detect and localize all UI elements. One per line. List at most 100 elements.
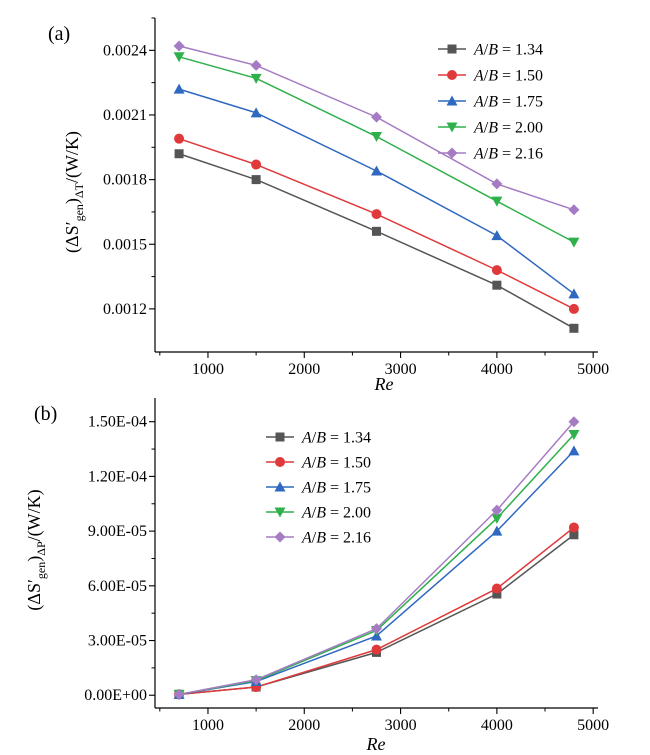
- panel-a-legend-label: A/B = 1.34: [473, 42, 543, 59]
- panel-b-x-tick-label: 3000: [385, 717, 417, 734]
- panel-a-series-3: [173, 52, 580, 248]
- panel-a-y-tick-label: 0.0018: [103, 172, 147, 189]
- panel-b-legend-marker: [275, 457, 285, 467]
- panel-a-label: (a): [48, 23, 70, 45]
- panel-b-series-3: [173, 429, 580, 700]
- panel-a-series-0: [174, 149, 579, 333]
- panel-a-series-4: [173, 40, 580, 216]
- panel-a-x-axis-title: Re: [374, 374, 394, 394]
- panel-a-legend-label: A/B = 1.50: [473, 68, 543, 85]
- panel-a-legend-marker: [447, 70, 457, 80]
- panel-b-x-tick-label: 2000: [288, 717, 320, 734]
- panel-a-data-point: [492, 280, 502, 290]
- panel-a-y-tick-label: 0.0024: [103, 42, 147, 59]
- panel-b-y-tick-label: 6.00E-05: [88, 578, 147, 595]
- panel-a-legend-label: A/B = 1.75: [473, 94, 543, 111]
- panel-a-x-tick-label: 2000: [288, 361, 320, 378]
- panel-a-data-point: [491, 230, 503, 241]
- panel-b-data-point: [491, 513, 503, 524]
- panel-a-data-point: [174, 149, 184, 159]
- panel-b-legend-label: A/B = 1.50: [301, 455, 371, 472]
- panel-b-legend-marker: [274, 531, 286, 543]
- panel-b-data-point: [569, 530, 579, 540]
- panel-b-y-tick-label: 1.20E-04: [88, 468, 147, 485]
- panel-a-data-point: [568, 237, 580, 248]
- panel-b-data-point: [491, 583, 502, 594]
- panel-b-data-point: [568, 445, 580, 456]
- panel-a-y-tick-label: 0.0012: [103, 301, 147, 318]
- panel-b-y-tick-label: 1.50E-04: [88, 414, 147, 431]
- panel-b-data-point: [492, 589, 502, 599]
- panel-b-series-0: [174, 530, 579, 699]
- panel-b-y-axis-title: (ΔS′gen)ΔP/(W/K): [24, 489, 48, 610]
- panel-a-y-axis-title: (ΔS′gen)ΔT/(W/K): [62, 131, 86, 253]
- panel-b-data-point: [173, 688, 185, 700]
- panel-b-series-line: [179, 534, 575, 696]
- panel-a-legend-marker: [446, 122, 458, 133]
- panel-b-data-point: [568, 522, 579, 533]
- panel-a-legend-marker: [446, 95, 458, 106]
- panel-a-data-point: [568, 303, 579, 314]
- panel-b-legend-marker: [274, 481, 286, 492]
- panel-a-data-point: [491, 196, 503, 207]
- panel-b-legend-marker: [275, 432, 285, 442]
- panel-a-data-point: [250, 73, 262, 84]
- panel-b-data-point: [371, 623, 382, 635]
- panel-a-series-2: [173, 83, 580, 299]
- panel-a-data-point: [174, 133, 185, 144]
- panel-a-legend-marker: [446, 147, 458, 159]
- panel-b-series-1: [174, 522, 579, 700]
- panel-b-data-point: [568, 416, 580, 428]
- panel-b-label: (b): [34, 403, 57, 425]
- panel-a-plot: 1000 2000 3000 4000 5000 0.0012 0.0015 0.0018 0.…: [103, 17, 609, 378]
- panel-b-data-point: [371, 644, 382, 655]
- panel-a-ylabel-open: (ΔS′: [62, 221, 83, 253]
- panel-b-y-tick-label: 0.00E+00: [84, 687, 147, 704]
- panel-a-x-tick-label: 3000: [385, 361, 417, 378]
- svg-text:(ΔS′gen)ΔT/(W/K): (ΔS′gen)ΔT/(W/K): [62, 131, 86, 253]
- panel-b-legend-label: A/B = 1.75: [301, 480, 371, 497]
- panel-b-legend-label: A/B = 2.16: [301, 530, 371, 547]
- panel-b-series-line: [179, 526, 575, 696]
- panel-a-data-point: [569, 323, 579, 333]
- panel-a-data-point: [371, 132, 382, 143]
- panel-a-data-point: [371, 165, 382, 176]
- panel-a-legend-label: A/B = 2.00: [473, 120, 543, 137]
- panel-b-legend-label: A/B = 2.00: [301, 505, 371, 522]
- panel-a-data-point: [251, 175, 261, 185]
- panel-a-data-point: [568, 204, 580, 216]
- panel-a-data-point: [173, 52, 185, 63]
- panel-a-y-tick-label: 0.0015: [103, 236, 147, 253]
- panel-b: (b) (ΔS′gen)ΔP/(W/K) Re 1000 2000 3000 4000…: [24, 398, 609, 754]
- panel-b-x-tick-label: 1000: [192, 717, 224, 734]
- panel-a-series-line: [178, 153, 575, 329]
- panel-a-data-point: [250, 107, 262, 118]
- panel-a-legend-marker: [447, 44, 457, 54]
- panel-a-x-tick-label: 1000: [192, 361, 224, 378]
- panel-a: (a) (ΔS′gen)ΔT/(W/K) Re 1000 2000 3000 4000…: [48, 17, 609, 394]
- panel-b-series-line: [178, 450, 575, 696]
- panel-b-legend-marker: [274, 507, 286, 518]
- panel-a-data-point: [491, 178, 503, 190]
- panel-b-y-tick-label: 3.00E-05: [88, 633, 147, 650]
- panel-a-series-1: [174, 133, 579, 314]
- panel-a-y-tick-label: 0.0021: [103, 107, 147, 124]
- panel-b-x-tick-label: 5000: [577, 717, 609, 734]
- panel-b-plot: 1000 2000 3000 4000 5000 0.00E+00 3.00E-05 6.00…: [84, 398, 609, 734]
- panel-a-legend: A/B = 1.34 A/B = 1.50 A/B = 1.75 A/B = 2.00…: [438, 42, 543, 163]
- panel-b-series-4: [173, 416, 580, 700]
- panel-a-data-point: [491, 265, 502, 276]
- panel-b-legend: A/B = 1.34 A/B = 1.50 A/B = 1.75 A/B = 2.00…: [266, 430, 371, 547]
- panel-b-data-point: [491, 504, 503, 516]
- svg-text:(ΔS′gen)ΔP/(W/K): (ΔS′gen)ΔP/(W/K): [24, 489, 48, 610]
- panel-a-data-point: [173, 83, 185, 94]
- panel-b-y-tick-label: 9.00E-05: [88, 523, 147, 540]
- panel-b-x-axis-title: Re: [366, 734, 386, 754]
- panel-a-series-line: [178, 137, 575, 310]
- panel-a-data-point: [173, 40, 185, 52]
- panel-a-data-point: [250, 59, 262, 71]
- panel-a-x-tick-label: 4000: [481, 361, 513, 378]
- panel-b-data-point: [250, 674, 262, 686]
- panel-a-legend-label: A/B = 2.16: [473, 146, 543, 163]
